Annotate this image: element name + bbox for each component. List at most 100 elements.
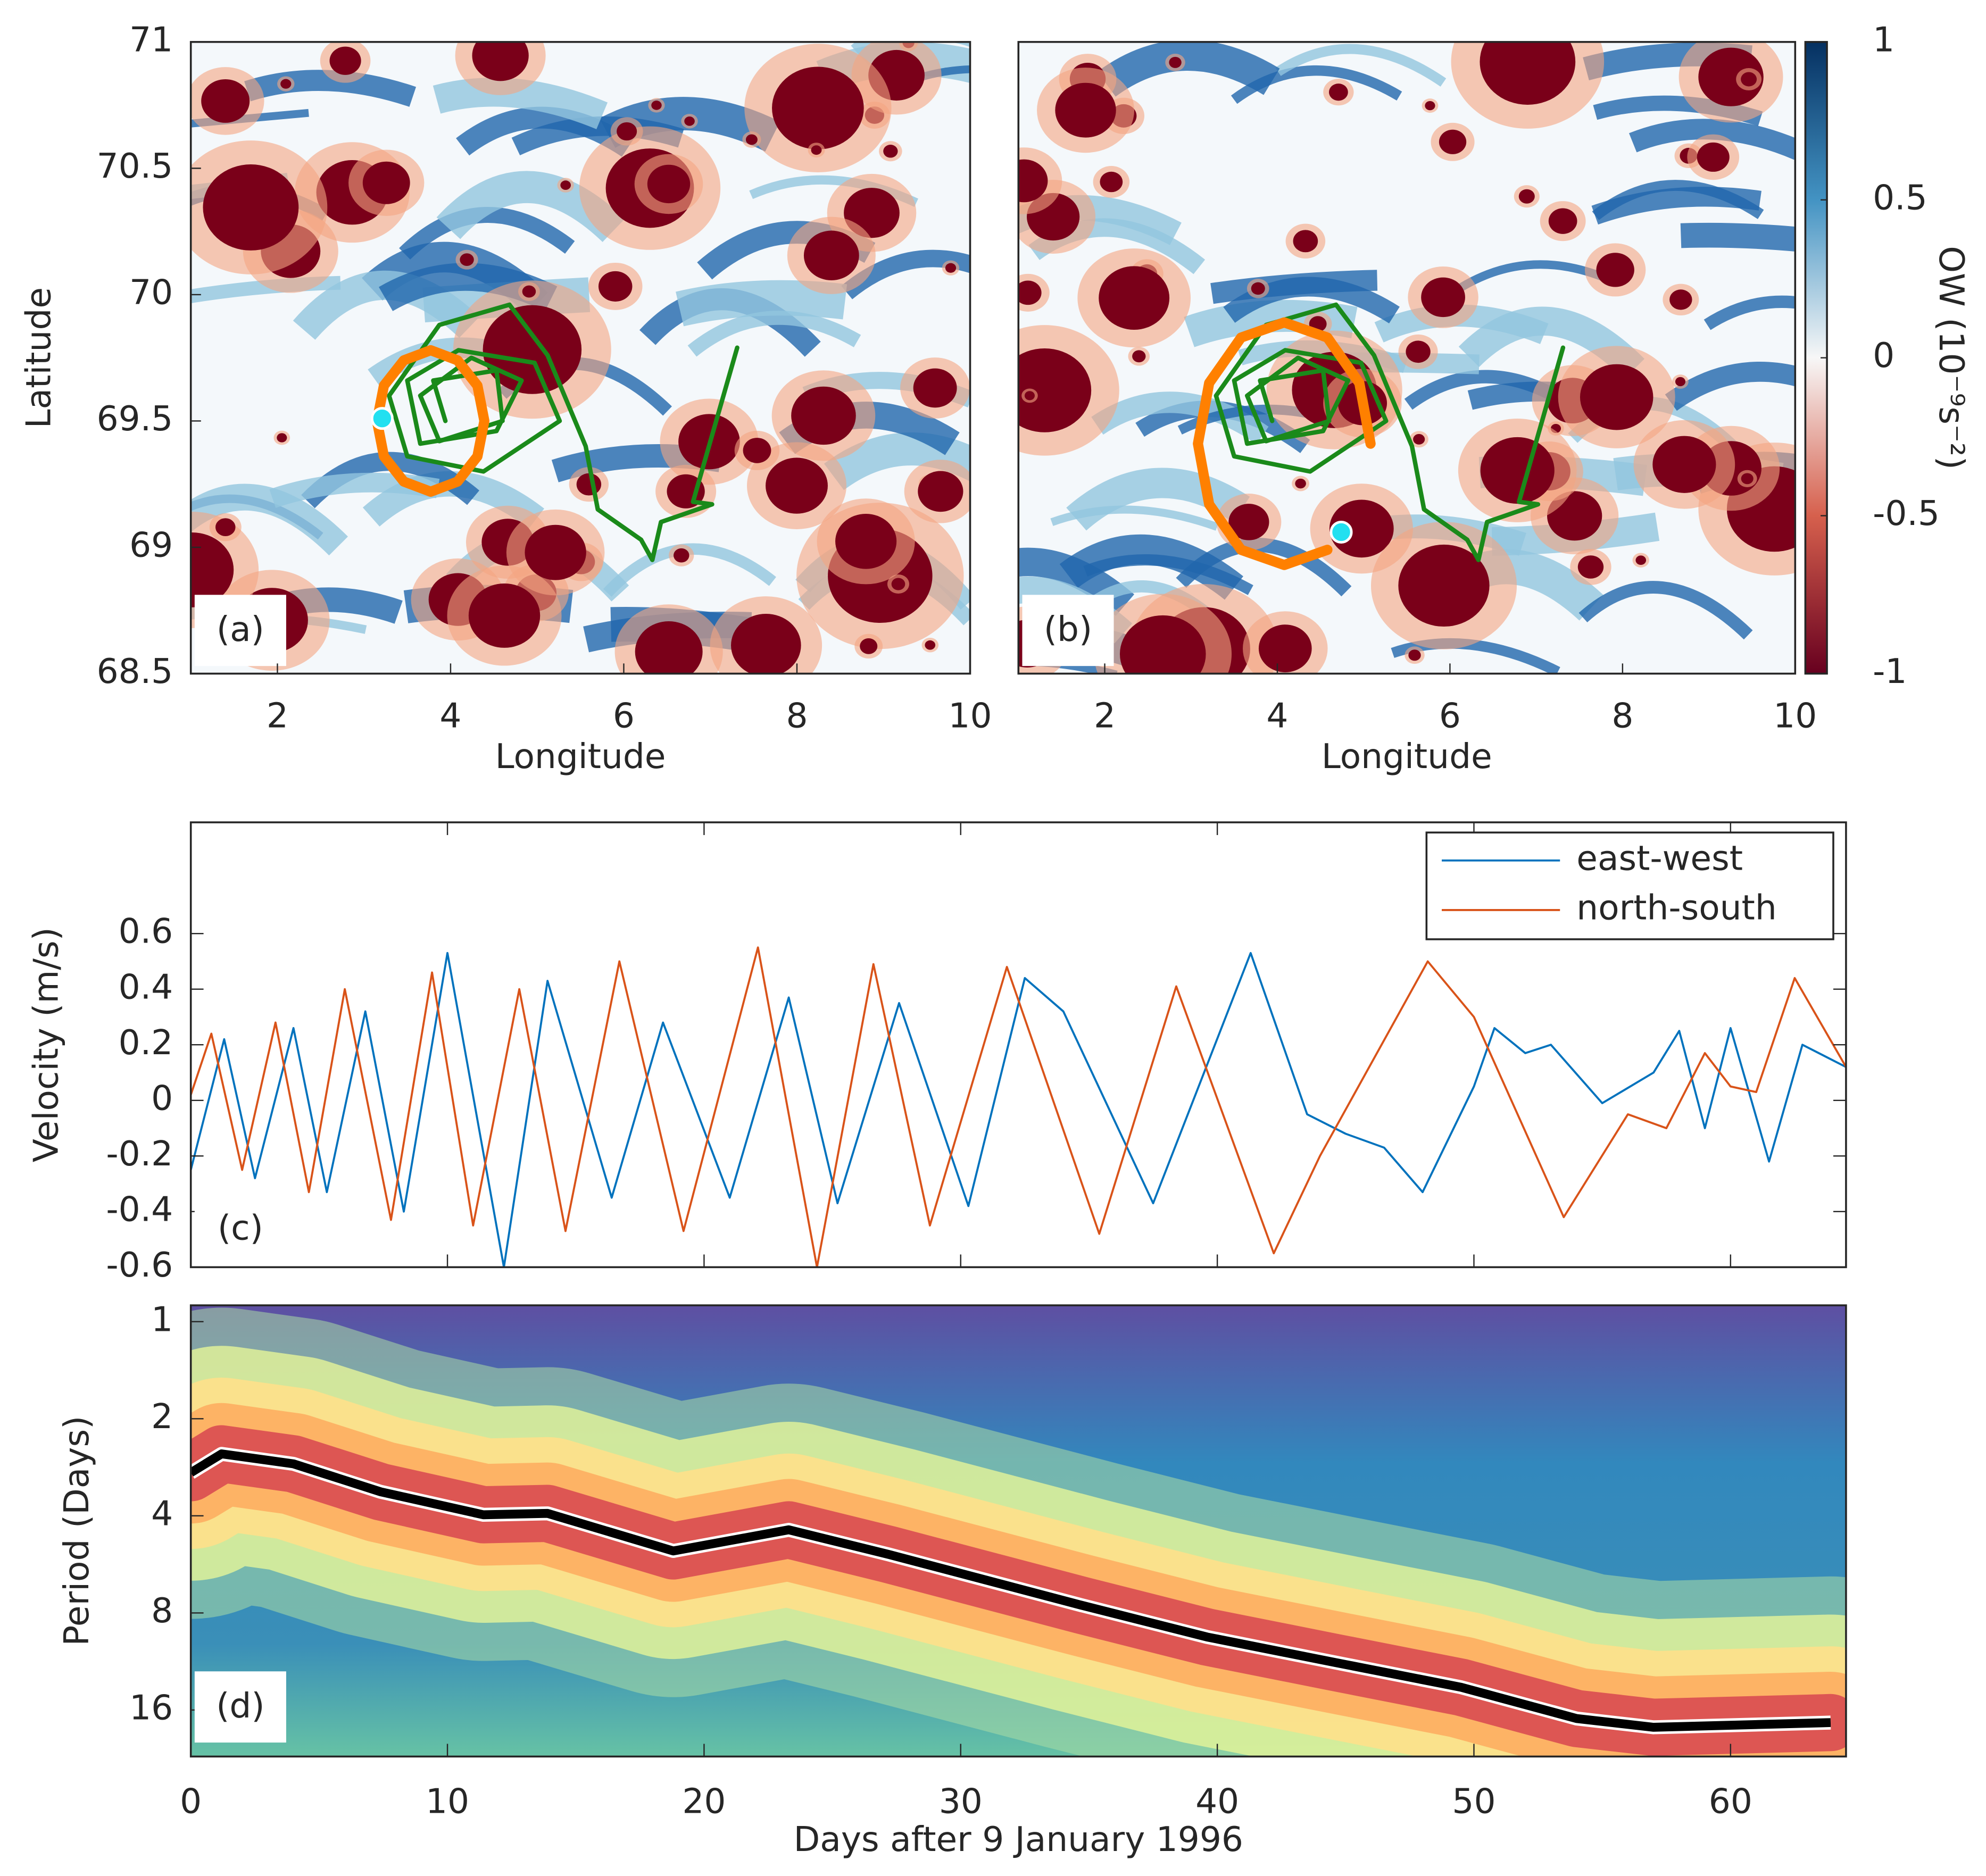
y-tick-label: 68.5 <box>97 652 173 691</box>
x-tick-label: 4 <box>1266 696 1288 736</box>
field-swirl <box>687 311 861 357</box>
legend-label: north-south <box>1576 888 1776 928</box>
colorbar-tick-label: -1 <box>1873 652 1907 691</box>
y-tick-label: 69 <box>129 526 173 565</box>
field-eddy <box>883 145 898 158</box>
x-tick-label: 30 <box>939 1781 983 1821</box>
field-eddy <box>731 614 801 674</box>
panel-label-box <box>194 1671 286 1743</box>
panel-label: (b) <box>1044 610 1092 649</box>
field-eddy <box>1635 555 1647 565</box>
start-point <box>1329 520 1353 544</box>
field-eddy <box>203 164 299 251</box>
x-tick-label: 20 <box>682 1781 726 1821</box>
field-eddy <box>1018 280 1042 305</box>
x-tick-label: 4 <box>439 696 461 736</box>
field-eddy <box>1698 47 1764 106</box>
colorbar-tick-label: 1 <box>1873 20 1894 60</box>
field-eddy <box>651 101 662 110</box>
field-eddy <box>468 583 541 648</box>
x-tick-label: 6 <box>613 696 635 736</box>
y-tick-label: 69.5 <box>97 399 173 439</box>
field-eddy <box>598 271 633 302</box>
field-eddy <box>460 253 474 266</box>
trajectory <box>1214 302 1566 562</box>
y-tick-label: -0.4 <box>106 1189 173 1229</box>
field-eddy <box>918 471 963 512</box>
y-tick-label: 8 <box>151 1591 173 1631</box>
field-eddy <box>472 41 529 81</box>
field-eddy <box>945 263 957 273</box>
field-eddy <box>791 386 856 445</box>
field-eddy <box>1421 277 1465 318</box>
field-swirl <box>1097 41 1280 97</box>
x-tick-label: 8 <box>786 696 808 736</box>
x-tick-label: 60 <box>1709 1781 1752 1821</box>
x-tick-label: 0 <box>180 1781 202 1821</box>
field-eddy <box>215 518 236 537</box>
field-eddy <box>1132 350 1146 363</box>
y-tick-label: 71 <box>129 20 173 60</box>
x-tick-label: 2 <box>1094 696 1116 736</box>
field-eddy <box>560 180 571 190</box>
field-eddy <box>1119 615 1206 674</box>
field-eddy <box>617 122 637 141</box>
field-eddy <box>1251 282 1265 295</box>
field-swirl <box>1018 547 1134 616</box>
y-tick-label: 0 <box>151 1078 173 1118</box>
field-eddy <box>1258 624 1312 672</box>
field-eddy <box>891 578 905 590</box>
x-axis-label: Days after 9 January 1996 <box>794 1820 1243 1860</box>
field-eddy <box>1675 377 1686 387</box>
field-swirl <box>1592 180 1764 220</box>
y-tick-label: -0.2 <box>106 1134 173 1174</box>
field-eddy <box>913 368 957 408</box>
field-swirl <box>1665 362 1796 411</box>
panel-label-box <box>1022 595 1114 666</box>
field-eddy <box>673 548 689 563</box>
y-tick-label: 0.6 <box>119 912 173 952</box>
field-eddy <box>190 532 234 607</box>
field-eddy <box>201 79 250 123</box>
y-tick-label: -0.6 <box>106 1245 173 1285</box>
colorbar-tick-label: 0 <box>1873 336 1894 376</box>
field-eddy <box>1169 56 1182 68</box>
field-eddy <box>1295 478 1306 489</box>
field-eddy <box>635 621 703 674</box>
y-tick-label: 0.2 <box>119 1023 173 1063</box>
field-eddy <box>811 145 822 155</box>
panel-label: (a) <box>217 610 264 649</box>
field-eddy <box>925 640 936 650</box>
field-swirl <box>824 432 970 490</box>
panel-label-box <box>194 595 286 666</box>
field-swirl <box>1083 554 1253 595</box>
field-eddy <box>772 66 864 149</box>
field-swirl <box>1628 119 1796 160</box>
axes-frame <box>189 1304 1847 1758</box>
colorbar-tick-label: -0.5 <box>1873 494 1940 533</box>
field-eddy <box>1697 142 1730 172</box>
field-eddy <box>1228 504 1269 540</box>
y-tick-label: 4 <box>151 1494 173 1533</box>
trajectory <box>1193 317 1376 570</box>
trajectory <box>387 302 739 562</box>
field-eddy <box>329 46 361 75</box>
field-eddy <box>766 457 828 514</box>
field-eddy <box>1018 348 1092 432</box>
colorbar-label: OW (10⁻⁹s⁻²) <box>1931 246 1971 470</box>
panel-label: (c) <box>218 1208 263 1248</box>
field-eddy <box>1398 544 1490 627</box>
y-axis-label: Latitude <box>19 287 59 428</box>
field-eddy <box>1293 230 1318 253</box>
field-eddy <box>1100 171 1123 193</box>
field-eddy <box>743 438 771 463</box>
field-eddy <box>1099 266 1170 330</box>
field-eddy <box>1669 289 1692 310</box>
field-eddy <box>803 230 859 280</box>
y-tick-label: 2 <box>151 1397 173 1437</box>
field-eddy <box>1741 72 1757 87</box>
x-tick-label: 10 <box>1773 696 1817 736</box>
field-swirl <box>1680 222 1796 252</box>
field-swirl <box>1066 468 1250 531</box>
